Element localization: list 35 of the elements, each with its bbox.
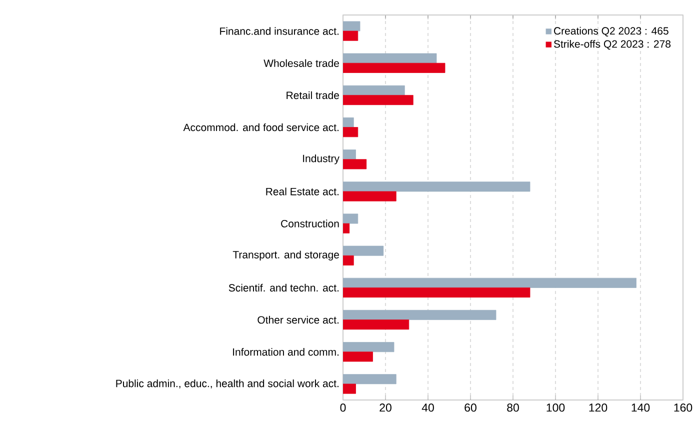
y-tick-label: Financ.and insurance act. (220, 27, 338, 35)
y-tick-label: Retail trade (286, 91, 339, 100)
x-tick-label: 60 (464, 404, 476, 412)
y-tick-label: Real Estate act. (266, 188, 338, 196)
bar (343, 288, 530, 298)
x-tick-label: 100 (546, 404, 565, 412)
bar (343, 320, 410, 330)
x-tick-label: 80 (507, 404, 519, 412)
bar (343, 62, 446, 73)
y-tick-label: Construction (281, 220, 339, 228)
bar (343, 159, 367, 170)
y-tick-label: Other service act. (258, 316, 338, 324)
x-tick-label: 140 (632, 404, 650, 412)
y-tick-label: Scientif. and techn. act. (228, 284, 338, 292)
y-tick-label: Information and comm. (233, 348, 338, 356)
bar (343, 352, 373, 362)
legend-label: Creations Q2 2023 : 465 (554, 26, 668, 36)
bar (343, 127, 358, 138)
bar (343, 255, 354, 266)
bar (343, 95, 414, 106)
bar (343, 223, 350, 234)
x-tick-label: 160 (674, 404, 692, 412)
x-tick-label: 0 (340, 404, 346, 412)
bar (343, 384, 356, 394)
y-tick-label: Transport. and storage (232, 250, 339, 261)
y-tick-label: Public admin., educ., health and social work act. (116, 379, 338, 388)
bar (343, 30, 358, 41)
y-tick-label: Wholesale trade (264, 59, 339, 67)
x-tick-label: 120 (589, 404, 608, 412)
x-tick-label: 40 (422, 404, 434, 412)
x-tick-label: 20 (380, 404, 392, 412)
bar (343, 191, 396, 202)
legend-label: Strike-offs Q2 2023 : 278 (554, 40, 671, 50)
y-tick-label: Accommod. and food service act. (183, 123, 338, 132)
y-tick-label: Industry (303, 154, 340, 164)
